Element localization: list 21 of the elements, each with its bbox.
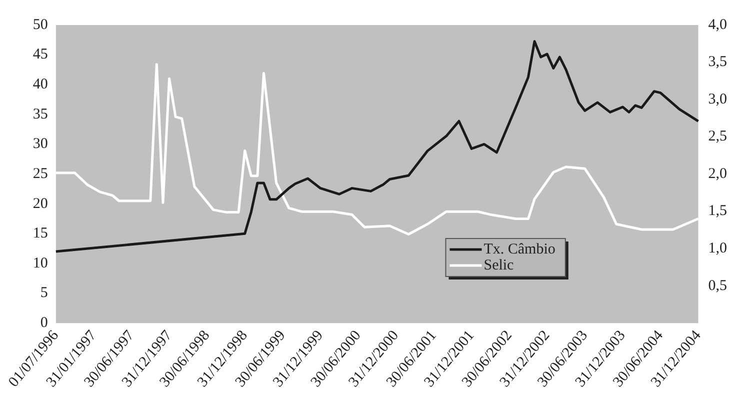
y-tick-label: 0 <box>40 315 48 332</box>
y2-tick-label: 2,0 <box>708 166 727 182</box>
y-tick-label: 20 <box>32 196 48 212</box>
legend-label: Tx. Câmbio <box>484 241 556 258</box>
y2-tick-label: 1,5 <box>708 203 727 220</box>
y-tick-label: 25 <box>32 166 48 182</box>
y-tick-label: 50 <box>32 16 48 33</box>
y2-tick-label: 3,5 <box>708 54 727 70</box>
y-tick-label: 35 <box>32 106 48 122</box>
y-tick-label: 15 <box>32 226 48 242</box>
y-tick-label: 30 <box>32 136 48 152</box>
y-tick-label: 10 <box>32 255 48 272</box>
y2-tick-label: 2,5 <box>708 128 727 145</box>
y-tick-label: 5 <box>40 285 48 302</box>
legend-label: Selic <box>484 257 514 274</box>
y2-tick-label: 3,0 <box>708 91 727 108</box>
y2-tick-label: 0,5 <box>708 278 727 294</box>
y2-tick-label: 1,0 <box>708 240 727 256</box>
y-tick-label: 45 <box>32 46 48 63</box>
y2-tick-label: 4,0 <box>708 16 727 33</box>
y-tick-label: 40 <box>32 76 48 93</box>
